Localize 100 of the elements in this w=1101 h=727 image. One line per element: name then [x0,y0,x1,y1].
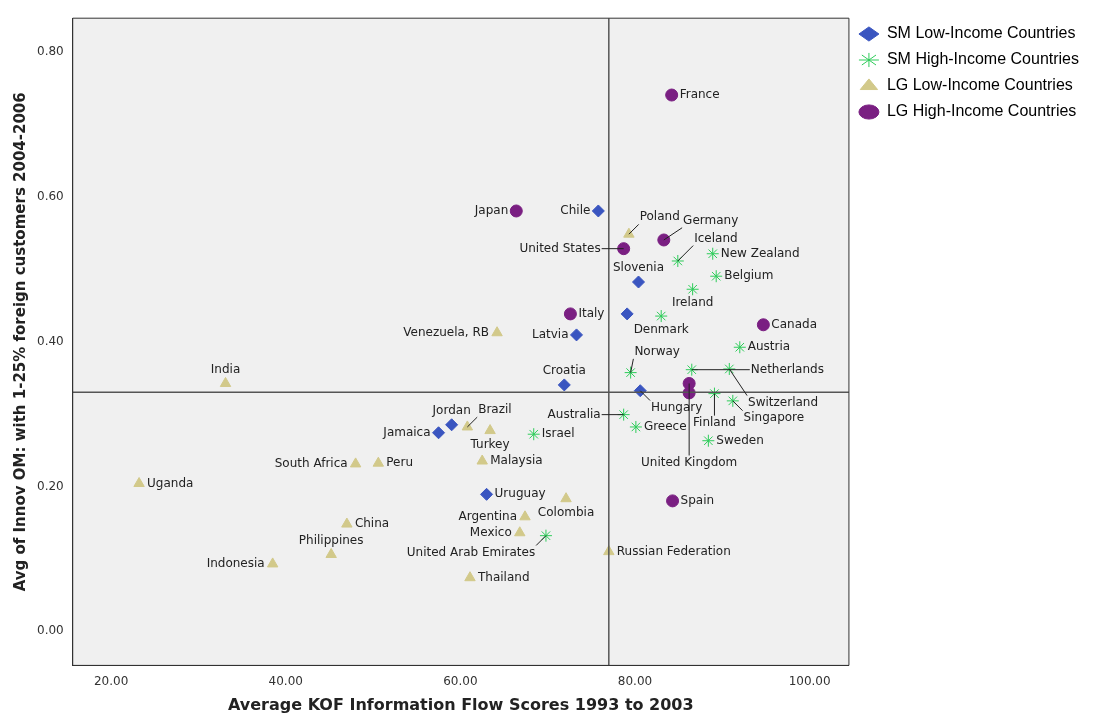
data-label: Uganda [147,475,194,490]
point [509,204,523,218]
point [325,548,337,559]
y-tick-label: 0.00 [37,623,64,638]
point [733,340,747,354]
data-label: Sweden [716,432,764,447]
data-label: Russian Federation [616,543,731,558]
x-tick-label: 20.00 [93,673,129,688]
legend-label: SM High-Income Countries [886,50,1080,68]
point [432,426,446,440]
data-label: Australia [547,406,601,421]
point [476,454,488,465]
data-label: Canada [771,316,818,331]
point [570,328,584,342]
data-label: Brazil [478,402,512,417]
data-label: Thailand [476,569,530,584]
point [617,242,631,256]
data-label: Germany [683,212,739,227]
data-label: Denmark [633,322,689,337]
point [484,424,496,435]
data-label: Singapore [743,409,805,424]
point [701,434,715,448]
point [563,307,577,321]
point [722,362,736,376]
point [657,233,671,247]
data-label: Netherlands [750,361,824,376]
data-label: Peru [386,455,414,470]
data-label: Spain [680,493,715,508]
point [756,318,770,332]
point [560,492,572,503]
point [539,529,553,543]
data-label: Mexico [469,524,512,539]
data-label: Croatia [542,363,586,378]
point [709,269,723,283]
data-label: Austria [747,339,791,354]
legend-label: SM Low-Income Countries [886,24,1076,42]
data-label: Japan [473,203,509,218]
data-label: Norway [634,344,680,358]
x-tick-label: 100.00 [788,673,831,688]
data-label: France [679,87,720,102]
data-label: Poland [639,209,680,224]
y-tick-label: 0.60 [37,188,64,203]
x-tick-label: 40.00 [268,673,303,688]
data-label: Uruguay [494,486,546,501]
point [133,476,145,487]
x-axis-title: Average KOF Information Flow Scores 1993 to 2003 [228,694,694,714]
data-label: Italy [578,306,605,321]
point [707,387,721,401]
data-label: Belgium [724,268,774,283]
point [480,487,494,501]
x-tick-label: 80.00 [617,673,653,688]
data-label: New Zealand [720,245,800,260]
data-label: Greece [643,419,687,434]
data-label: United Kingdom [640,454,738,469]
point [266,557,279,568]
data-label: India [210,361,241,376]
point [624,366,638,380]
data-label: Chile [560,203,591,218]
data-label: Argentina [458,508,518,523]
data-label: United Arab Emirates [406,544,536,559]
point [514,526,526,537]
data-label: Switzerland [748,394,819,409]
point [519,510,531,521]
data-label: Turkey [469,436,510,451]
data-label: Slovenia [612,260,665,275]
point [632,275,646,289]
point [372,456,385,467]
y-tick-label: 0.80 [37,43,64,58]
data-label: Ireland [671,295,714,310]
data-label: Latvia [531,327,569,342]
point [706,247,720,261]
point [219,376,232,387]
data-label: Philippines [298,532,364,547]
data-label: United States [519,240,601,255]
point [341,517,353,528]
point [617,408,631,422]
y-axis-title: Avg of Innov OM: with 1-25% foreign customers 2004-2006 [10,92,29,592]
x-tick-label: 60.00 [443,673,478,688]
data-label: Malaysia [490,453,543,468]
legend-label: LG Low-Income Countries [886,76,1073,94]
point [527,427,541,441]
point [445,418,459,432]
point [665,88,679,102]
point [654,309,668,323]
point [464,571,476,582]
point [349,457,362,468]
point [685,363,699,377]
data-label: China [354,516,390,531]
point [726,394,740,408]
point [671,254,685,268]
data-label: Finland [693,414,736,429]
point [620,307,634,321]
legend-label: LG High-Income Countries [886,102,1077,120]
data-label: Venezuela, RB [403,324,490,339]
point [686,282,700,296]
data-label: Jamaica [382,424,431,439]
point [557,378,571,392]
y-tick-label: 0.40 [37,333,64,348]
point [666,494,680,508]
point [491,326,503,337]
